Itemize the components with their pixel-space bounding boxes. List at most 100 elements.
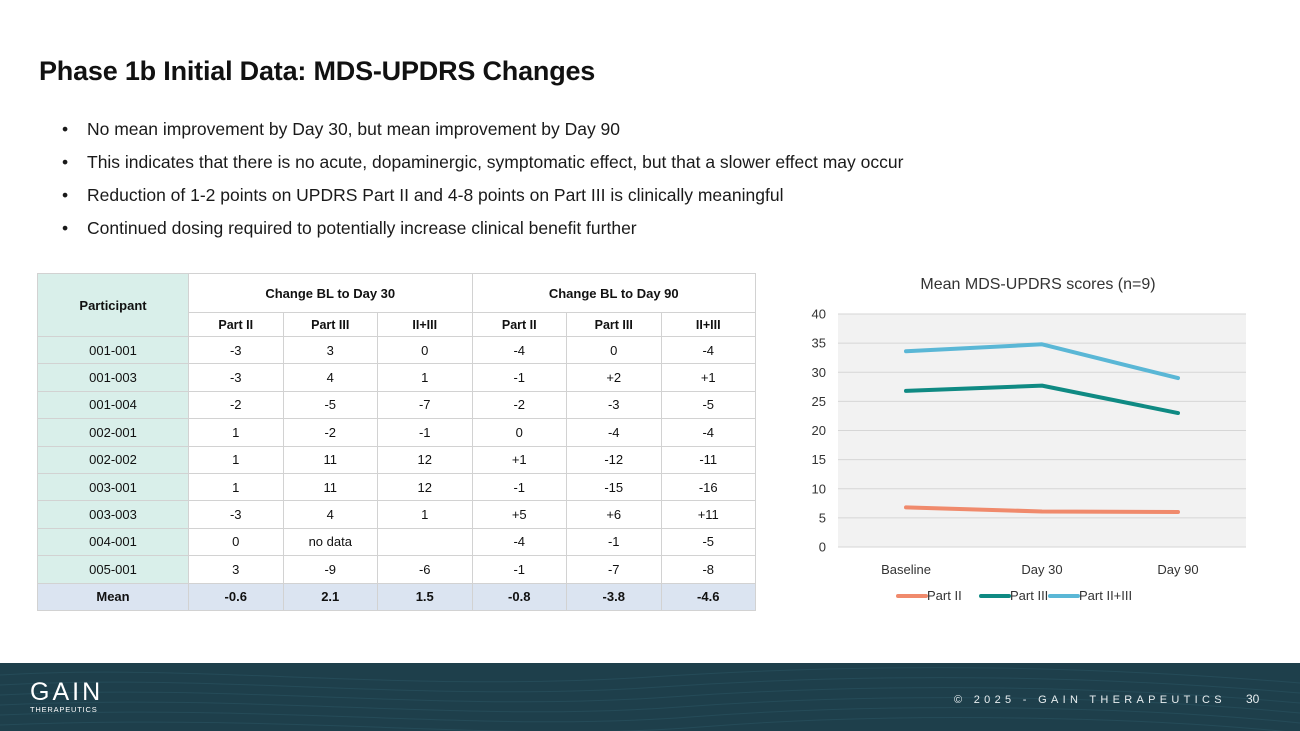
table-row: 002-002 1 11 12 +1 -12 -11 <box>37 445 756 474</box>
table-cell: 1 <box>188 445 284 474</box>
group-header-day90: Change BL to Day 90 <box>471 273 756 313</box>
bullet-dot: • <box>62 218 69 238</box>
table-cell: -6 <box>377 555 473 584</box>
table-cell: -4 <box>660 335 756 365</box>
y-tick-label: 20 <box>812 423 826 438</box>
series-line-part-ii <box>904 505 1180 515</box>
x-tick-label: Day 30 <box>1021 562 1062 577</box>
table-cell: 11 <box>282 472 378 502</box>
participant-id: 003-001 <box>37 472 189 502</box>
page-number: 30 <box>1246 692 1260 706</box>
bullet-dot: • <box>62 152 69 172</box>
participant-id: 001-003 <box>37 363 189 392</box>
mean-label: Mean <box>37 582 189 611</box>
table-row: 001-001 -3 3 0 -4 0 -4 <box>37 335 756 365</box>
bullet-text: This indicates that there is no acute, d… <box>87 152 904 172</box>
table-cell: 4 <box>282 500 378 529</box>
table-cell: +1 <box>660 363 756 392</box>
group-header-day30: Change BL to Day 30 <box>188 273 473 313</box>
table-cell: -4 <box>566 418 662 447</box>
table-cell: 1 <box>188 472 284 502</box>
bullet-text: Continued dosing required to potentially… <box>87 218 637 238</box>
line-chart: Mean MDS-UPDRS scores (n=9) 0 5 10 15 20 25 30 3… <box>790 262 1270 622</box>
chart-svg: Mean MDS-UPDRS scores (n=9) 0 5 10 15 20 25 30 3… <box>812 276 1246 603</box>
column-header: II+III <box>660 312 756 337</box>
updrs-change-table: Participant Change BL to Day 30 Change B… <box>37 273 756 611</box>
table-cell: -2 <box>471 390 567 420</box>
table-cell: -2 <box>188 390 284 420</box>
mean-cell: -4.6 <box>660 582 756 611</box>
table-cell: -15 <box>566 472 662 502</box>
table-cell: -7 <box>377 390 473 420</box>
table-body: 001-001 -3 3 0 -4 0 -4 001-003 -3 4 1 -1 +2 +1 001-004… <box>37 335 756 611</box>
y-tick-label: 35 <box>812 336 826 351</box>
table-cell: 0 <box>471 418 567 447</box>
mean-cell: 1.5 <box>377 582 473 611</box>
company-logo: GAIN THERAPEUTICS <box>30 679 103 714</box>
mean-cell: -0.8 <box>471 582 567 611</box>
logo-wordmark: GAIN <box>30 678 104 706</box>
legend-label: Part II <box>927 588 962 603</box>
table-cell: -16 <box>660 472 756 502</box>
table-cell: 3 <box>188 555 284 584</box>
footer-bar <box>0 663 1300 731</box>
table-row: 003-001 1 11 12 -1 -15 -16 <box>37 472 756 502</box>
column-header: Part II <box>471 312 567 337</box>
y-tick-label: 15 <box>812 452 826 467</box>
table-cell: -5 <box>282 390 378 420</box>
bullet-item: • This indicates that there is no acute, … <box>62 146 903 179</box>
y-tick-label: 40 <box>812 307 826 322</box>
table-row: 003-003 -3 4 1 +5 +6 +11 <box>37 500 756 529</box>
bullet-dot: • <box>62 185 69 205</box>
y-tick-label: 10 <box>812 481 826 496</box>
table-cell: -12 <box>566 445 662 474</box>
series-line-part-iii <box>904 383 1180 416</box>
mean-row: Mean -0.6 2.1 1.5 -0.8 -3.8 -4.6 <box>37 582 756 611</box>
table-cell: 1 <box>377 363 473 392</box>
table-cell: 3 <box>282 335 378 365</box>
copyright-text: © 2025 - GAIN THERAPEUTICS <box>954 694 1226 706</box>
column-header: Part II <box>188 312 284 337</box>
table-cell: 1 <box>377 500 473 529</box>
table-cell: 0 <box>188 527 284 557</box>
table-cell: -9 <box>282 555 378 584</box>
table-cell: -3 <box>188 335 284 365</box>
table-cell <box>377 527 473 557</box>
table-cell: -3 <box>188 500 284 529</box>
y-tick-label: 25 <box>812 394 826 409</box>
table-cell: 11 <box>282 445 378 474</box>
column-header: Part III <box>566 312 662 337</box>
table-cell: 12 <box>377 445 473 474</box>
table-cell: -1 <box>566 527 662 557</box>
bullet-item: • Continued dosing required to potentiall… <box>62 212 903 245</box>
table-cell: -1 <box>471 472 567 502</box>
table-cell: -1 <box>377 418 473 447</box>
legend-label: Part III <box>1010 588 1048 603</box>
table-cell: +1 <box>471 445 567 474</box>
table-row: 005-001 3 -9 -6 -1 -7 -8 <box>37 555 756 584</box>
series-line-part-ii-iii <box>904 342 1180 381</box>
table-cell: -2 <box>282 418 378 447</box>
bullet-text: No mean improvement by Day 30, but mean … <box>87 119 621 139</box>
chart-title: Mean MDS-UPDRS scores (n=9) <box>920 276 1155 293</box>
table-cell: +6 <box>566 500 662 529</box>
table-cell: 0 <box>566 335 662 365</box>
table-cell: no data <box>282 527 378 557</box>
table-row: 001-003 -3 4 1 -1 +2 +1 <box>37 363 756 392</box>
table-cell: +5 <box>471 500 567 529</box>
participant-id: 004-001 <box>37 527 189 557</box>
wave-decoration <box>0 667 1300 731</box>
y-tick-label: 5 <box>819 510 826 525</box>
participant-id: 002-002 <box>37 445 189 474</box>
table-cell: -4 <box>660 418 756 447</box>
table-row: 002-001 1 -2 -1 0 -4 -4 <box>37 418 756 447</box>
x-tick-label: Day 90 <box>1157 562 1198 577</box>
table-cell: 1 <box>188 418 284 447</box>
table-cell: -7 <box>566 555 662 584</box>
table-cell: -4 <box>471 527 567 557</box>
table-cell: +2 <box>566 363 662 392</box>
y-tick-label: 0 <box>819 540 826 555</box>
logo-subtitle: THERAPEUTICS <box>30 705 98 714</box>
table-row: 001-004 -2 -5 -7 -2 -3 -5 <box>37 390 756 420</box>
table-cell: 12 <box>377 472 473 502</box>
